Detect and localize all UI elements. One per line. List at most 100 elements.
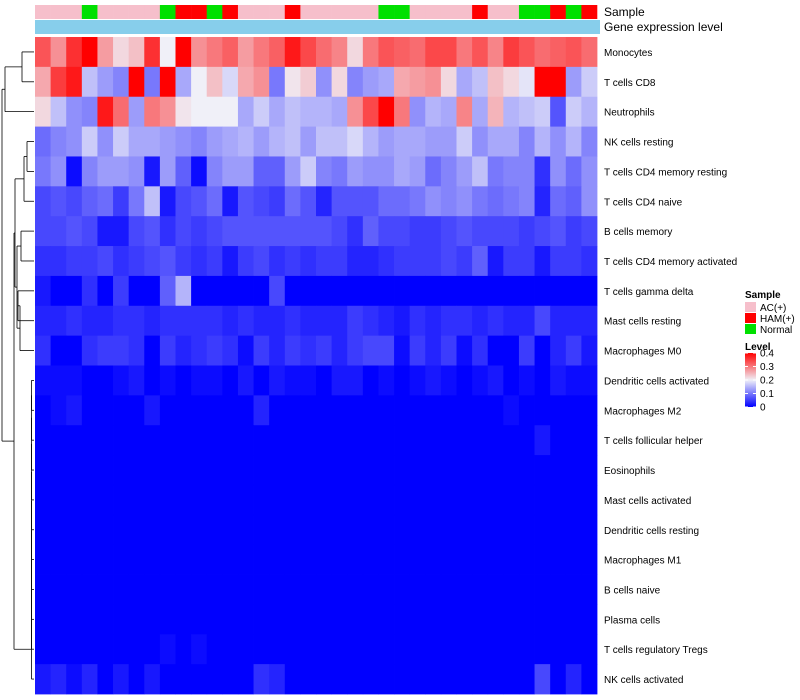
heatmap-cell [550,544,567,575]
heatmap-cell [144,96,161,127]
sample-annotation-cell [253,5,270,19]
sample-annotation-cell [440,5,457,19]
heatmap-cell [534,544,551,575]
heatmap-cell [269,246,286,277]
heatmap-cell [175,395,192,426]
heatmap-cell [144,216,161,247]
row-label: B cells naive [604,585,661,596]
legend-sample-title: Sample [745,290,781,301]
heatmap-cell [300,186,317,217]
heatmap-cell [35,514,52,546]
heatmap-cell [503,455,520,486]
heatmap-cell [237,305,254,337]
sample-annotation-cell [97,5,114,19]
heatmap-cell [456,634,473,665]
heatmap-cell [128,66,145,98]
heatmap-cell [113,664,130,695]
heatmap-cell [81,604,98,635]
heatmap-cell [113,305,130,337]
heatmap-cell [362,574,379,605]
heatmap-cell [316,574,333,605]
heatmap-cell [35,246,52,277]
heatmap-cell [394,96,411,127]
heatmap-cell [81,96,98,127]
heatmap-cell [440,514,457,546]
heatmap-cell [472,246,489,277]
heatmap-cell [565,96,582,127]
heatmap-cell [81,395,98,426]
heatmap-cell [269,335,286,366]
heatmap-cell [113,604,130,635]
sample-annotation-cell [362,5,379,19]
heatmap-cell [284,186,301,217]
heatmap-cell [269,216,286,247]
row-label: T cells CD4 memory activated [604,257,737,268]
heatmap-cell [316,216,333,247]
heatmap-cell [144,544,161,575]
heatmap-cell [144,484,161,516]
heatmap-cell [144,425,161,456]
row-label: T cells regulatory Tregs [604,645,708,656]
legend-swatch [745,324,756,334]
heatmap-cell [97,634,114,665]
heatmap-cell [440,664,457,695]
heatmap-cell [237,484,254,516]
heatmap-cell [316,455,333,486]
heatmap-cell [35,156,52,187]
heatmap-cell [269,664,286,695]
sample-annotation-cell [425,5,442,19]
heatmap-cell [284,126,301,157]
heatmap-cell [331,66,348,98]
heatmap-cell [581,514,598,546]
heatmap-cell [66,574,83,605]
heatmap-cell [409,126,426,157]
heatmap-cell [253,425,270,456]
heatmap-cell [394,156,411,187]
heatmap-cell [440,305,457,337]
heatmap-cell [50,514,67,546]
heatmap-cell [394,335,411,366]
heatmap-cell [394,395,411,426]
heatmap-cell [253,246,270,277]
heatmap-cell [487,664,504,695]
heatmap-cell [222,96,239,127]
heatmap-cell [487,634,504,665]
heatmap-cell [253,66,270,98]
heatmap-cell [378,66,395,98]
heatmap-cell [300,96,317,127]
heatmap-cell [253,634,270,665]
heatmap-cell [50,186,67,217]
heatmap-cell [331,604,348,635]
heatmap-cell [206,156,223,187]
heatmap-cell [503,514,520,546]
sample-annotation-cell [206,5,223,19]
heatmap-cell [425,365,442,396]
heatmap-cell [316,634,333,665]
heatmap-cell [425,126,442,157]
heatmap-cell [394,365,411,396]
heatmap-cell [253,305,270,337]
heatmap-cell [534,66,551,98]
heatmap-cell [347,634,364,665]
heatmap-cell [472,395,489,426]
heatmap-cell [409,544,426,575]
heatmap-cell [378,37,395,68]
sample-annotation-cell [66,5,83,19]
heatmap-cell [581,664,598,695]
heatmap-cell [81,186,98,217]
heatmap-cell [440,544,457,575]
heatmap-cell [35,96,52,127]
heatmap-cell [237,66,254,98]
heatmap-cell [206,335,223,366]
heatmap-cell [581,335,598,366]
heatmap-cell [565,395,582,426]
heatmap-cell [425,514,442,546]
heatmap-cell [159,246,176,277]
heatmap-cell [144,574,161,605]
heatmap-cell [175,186,192,217]
heatmap-cell [503,96,520,127]
heatmap-cell [503,425,520,456]
heatmap-cell [206,634,223,665]
heatmap-cell [191,216,208,247]
heatmap-cell [284,425,301,456]
